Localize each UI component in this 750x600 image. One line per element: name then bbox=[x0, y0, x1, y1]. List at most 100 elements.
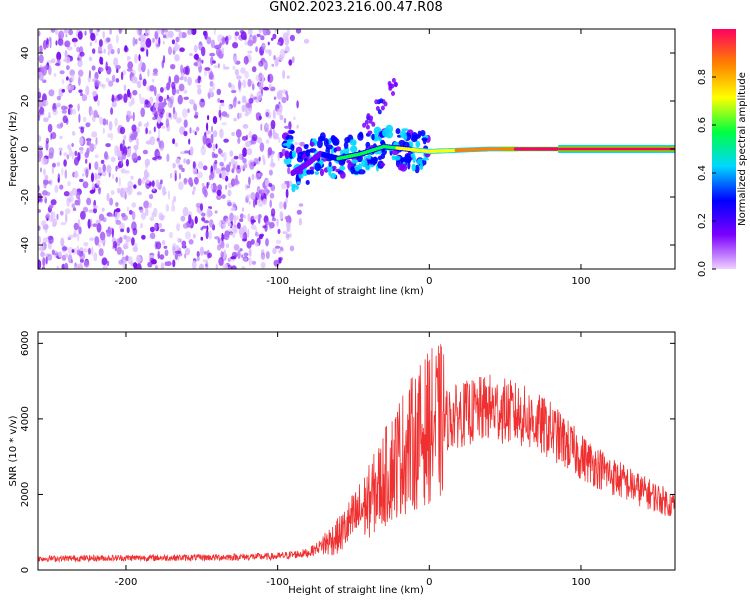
noise-speck bbox=[262, 29, 268, 36]
spectral-blob bbox=[411, 163, 416, 172]
noise-speck bbox=[148, 130, 152, 135]
noise-speck bbox=[38, 114, 41, 121]
noise-speck bbox=[200, 146, 207, 156]
noise-speck bbox=[174, 54, 180, 62]
branch-blob bbox=[362, 122, 367, 128]
noise-speck bbox=[218, 109, 222, 118]
noise-speck bbox=[68, 193, 74, 203]
noise-speck bbox=[59, 210, 64, 216]
noise-speck bbox=[251, 260, 257, 265]
noise-speck bbox=[234, 215, 240, 221]
noise-speck bbox=[66, 65, 70, 71]
noise-speck bbox=[102, 264, 108, 269]
noise-speck bbox=[98, 166, 102, 174]
x-tick-label: -200 bbox=[115, 577, 138, 588]
noise-speck bbox=[172, 162, 176, 169]
y-tick-label: 40 bbox=[20, 47, 31, 60]
noise-speck bbox=[127, 56, 131, 60]
y-tick-label: 0 bbox=[20, 146, 31, 152]
noise-speck bbox=[68, 29, 74, 36]
noise-speck bbox=[210, 183, 213, 191]
noise-speck bbox=[120, 168, 126, 174]
noise-speck bbox=[40, 167, 42, 173]
noise-speck bbox=[90, 172, 95, 183]
spectral-blob bbox=[303, 144, 309, 150]
noise-speck bbox=[232, 65, 236, 71]
noise-speck bbox=[220, 219, 227, 225]
spectral-blob bbox=[306, 149, 314, 153]
noise-speck bbox=[87, 247, 92, 255]
spectral-blob bbox=[330, 135, 336, 142]
noise-speck bbox=[154, 264, 159, 269]
noise-speck bbox=[77, 152, 81, 162]
noise-speck bbox=[157, 155, 162, 160]
noise-speck bbox=[176, 89, 180, 94]
noise-speck bbox=[115, 208, 121, 213]
noise-speck bbox=[201, 46, 206, 57]
noise-speck bbox=[247, 78, 252, 88]
noise-speck bbox=[223, 138, 229, 143]
noise-speck bbox=[148, 254, 155, 259]
noise-speck bbox=[42, 237, 49, 243]
noise-speck bbox=[193, 44, 198, 53]
noise-speck bbox=[108, 80, 114, 87]
x-tick-label: 0 bbox=[426, 276, 432, 287]
noise-speck bbox=[63, 152, 68, 157]
spectral-blob bbox=[282, 143, 291, 146]
noise-speck bbox=[86, 147, 90, 156]
noise-speck bbox=[206, 225, 209, 232]
noise-speck bbox=[118, 177, 121, 187]
branch-blob bbox=[383, 101, 388, 107]
noise-speck bbox=[47, 180, 52, 184]
noise-speck bbox=[45, 137, 50, 144]
noise-speck bbox=[205, 229, 209, 240]
noise-speck bbox=[276, 218, 279, 227]
noise-speck bbox=[179, 172, 181, 180]
noise-speck bbox=[69, 84, 75, 91]
noise-speck bbox=[149, 216, 154, 222]
noise-speck bbox=[127, 88, 131, 98]
noise-speck bbox=[115, 220, 122, 225]
noise-speck bbox=[164, 261, 169, 266]
noise-speck bbox=[77, 233, 80, 242]
noise-speck bbox=[66, 154, 70, 160]
noise-speck bbox=[119, 187, 126, 198]
noise-speck bbox=[207, 115, 210, 121]
noise-speck bbox=[224, 175, 229, 182]
spectral-blob bbox=[314, 162, 322, 172]
noise-speck bbox=[141, 212, 146, 220]
noise-speck bbox=[132, 89, 138, 96]
noise-speck bbox=[175, 36, 180, 43]
spectral-blob bbox=[325, 144, 333, 150]
noise-speck bbox=[279, 246, 283, 251]
spectral-blob bbox=[291, 150, 297, 158]
noise-speck bbox=[207, 252, 212, 259]
spectral-blob bbox=[332, 165, 337, 170]
noise-speck bbox=[96, 223, 102, 233]
noise-speck bbox=[245, 134, 248, 140]
spectral-blob bbox=[290, 144, 295, 152]
spectral-blob bbox=[283, 157, 292, 165]
noise-speck bbox=[241, 266, 246, 269]
noise-speck bbox=[134, 53, 138, 64]
noise-speck bbox=[237, 165, 241, 170]
noise-speck bbox=[194, 176, 199, 185]
noise-speck bbox=[61, 88, 65, 93]
noise-speck bbox=[213, 29, 216, 36]
noise-speck bbox=[155, 179, 160, 188]
noise-speck bbox=[132, 246, 138, 253]
noise-speck bbox=[165, 118, 170, 128]
noise-speck bbox=[247, 228, 250, 238]
noise-speck bbox=[286, 214, 292, 224]
noise-speck bbox=[187, 29, 193, 35]
noise-speck bbox=[113, 57, 119, 67]
noise-speck bbox=[67, 144, 71, 150]
noise-speck bbox=[287, 166, 291, 175]
noise-speck bbox=[137, 178, 142, 186]
noise-speck bbox=[38, 54, 44, 64]
noise-speck bbox=[254, 172, 261, 181]
noise-speck bbox=[52, 162, 56, 168]
noise-speck bbox=[139, 93, 142, 100]
noise-speck bbox=[152, 187, 155, 191]
noise-speck bbox=[241, 95, 247, 104]
